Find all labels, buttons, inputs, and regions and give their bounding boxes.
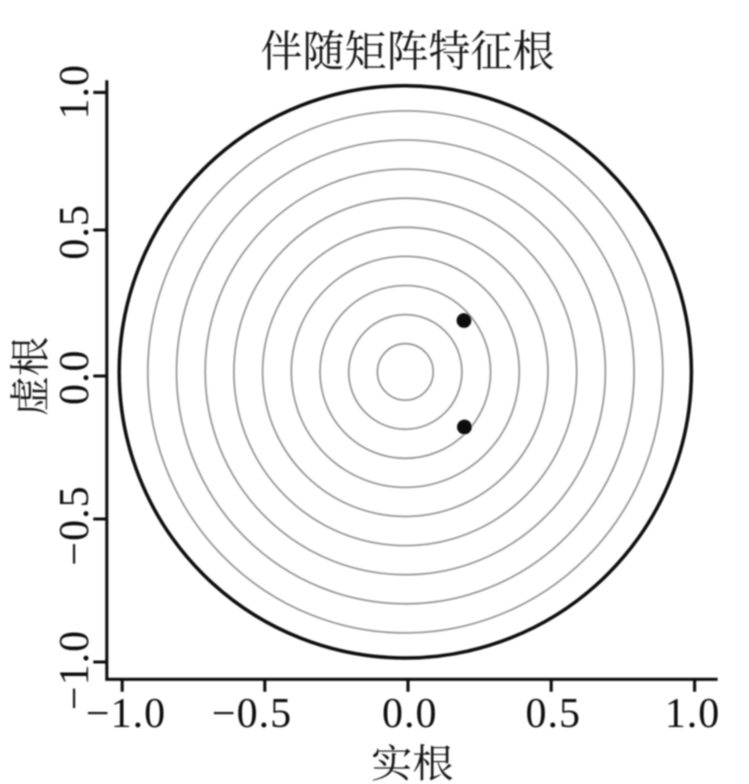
svg-text:−0.5: −0.5 [212,691,292,737]
svg-text:0.0: 0.0 [52,350,98,406]
svg-text:−1.0: −1.0 [86,691,166,737]
svg-text:0.5: 0.5 [526,691,582,737]
svg-text:1.0: 1.0 [665,691,721,737]
svg-text:0.5: 0.5 [52,204,98,260]
svg-text:−1.0: −1.0 [52,630,98,710]
svg-text:1.0: 1.0 [52,64,98,120]
svg-text:0.0: 0.0 [382,691,438,737]
svg-text:−0.5: −0.5 [52,485,98,565]
